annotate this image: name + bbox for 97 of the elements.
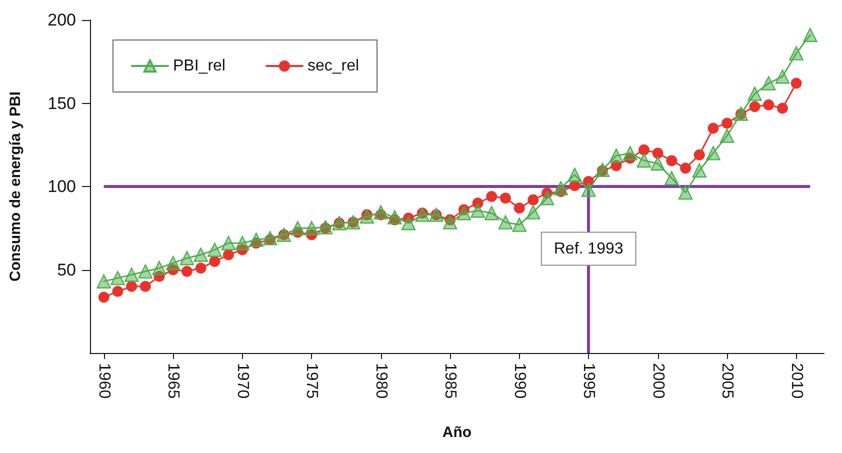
point [581, 182, 596, 197]
point [98, 292, 110, 303]
point [569, 180, 580, 192]
point [124, 268, 139, 282]
point [526, 205, 540, 220]
x-tick-label: 1980 [372, 363, 390, 399]
point [208, 242, 222, 257]
point [262, 231, 278, 246]
point [720, 128, 734, 143]
x-tick-label: 2005 [718, 363, 736, 399]
point [456, 206, 472, 220]
y-tick-label: 100 [48, 177, 76, 196]
x-tick-label: 2000 [649, 363, 666, 399]
x-tick-label: 1985 [442, 363, 459, 399]
point [318, 220, 333, 234]
legend-label: PBI_rel [173, 58, 226, 74]
point [775, 70, 790, 84]
point [706, 146, 720, 160]
point [610, 160, 622, 172]
point [140, 280, 151, 292]
point [209, 256, 220, 267]
point [498, 215, 513, 230]
point [692, 163, 706, 178]
point [554, 181, 568, 196]
point [168, 264, 179, 276]
point [500, 192, 511, 204]
point [638, 144, 650, 156]
x-tick-label: 1970 [234, 363, 251, 399]
point [249, 232, 264, 247]
point [748, 86, 762, 101]
point [790, 78, 802, 89]
y-tick-label: 200 [48, 10, 76, 30]
x-tick-label: 1975 [303, 363, 320, 399]
point [650, 156, 665, 171]
point [235, 236, 250, 250]
point [694, 149, 705, 160]
point [514, 202, 525, 214]
point [223, 249, 234, 260]
point [484, 206, 499, 220]
point [195, 262, 206, 274]
point [664, 171, 679, 186]
point [96, 274, 111, 289]
point [762, 76, 776, 90]
ref-line-label: Ref. 1993 [554, 240, 624, 258]
point [221, 236, 236, 250]
point [442, 215, 458, 230]
point [486, 190, 498, 202]
point [166, 256, 180, 270]
point [636, 153, 652, 168]
x-tick-label: 2010 [788, 363, 805, 399]
point [154, 270, 165, 282]
point [623, 146, 638, 160]
point [415, 208, 430, 222]
point [194, 248, 208, 262]
x-tick-label: 1995 [580, 363, 598, 399]
point [595, 162, 610, 177]
point [236, 244, 248, 256]
legend-label: sec_rel [307, 58, 360, 74]
point [512, 218, 526, 232]
point [472, 198, 484, 209]
point [388, 210, 402, 224]
point [112, 286, 124, 297]
point [540, 191, 554, 206]
point [306, 229, 318, 240]
point [678, 185, 693, 200]
point [803, 28, 818, 42]
y-tick-label: 150 [48, 94, 76, 113]
x-tick-label: 1990 [510, 363, 528, 399]
point [152, 260, 166, 276]
x-tick-label: 1960 [95, 363, 112, 399]
point [110, 270, 125, 286]
point [126, 280, 138, 292]
point [180, 250, 194, 266]
point [763, 99, 774, 110]
point [290, 221, 305, 236]
point [652, 148, 664, 159]
point [374, 205, 388, 220]
y-tick-label: 50 [57, 260, 76, 280]
x-tick-label: 1965 [164, 363, 182, 399]
point [749, 101, 760, 112]
point [680, 162, 692, 174]
point [722, 118, 733, 129]
point [609, 148, 624, 163]
point [138, 264, 152, 279]
point [360, 209, 374, 224]
point [401, 216, 416, 230]
point [181, 266, 192, 277]
point [528, 194, 539, 206]
point [776, 102, 788, 114]
point [304, 221, 319, 236]
y-axis-title: Consumo de energía y PBI [7, 91, 24, 282]
point [568, 168, 582, 182]
x-axis-title: Año [442, 424, 472, 441]
point [708, 122, 719, 134]
point [666, 155, 678, 166]
point [789, 46, 804, 60]
point [470, 204, 485, 218]
